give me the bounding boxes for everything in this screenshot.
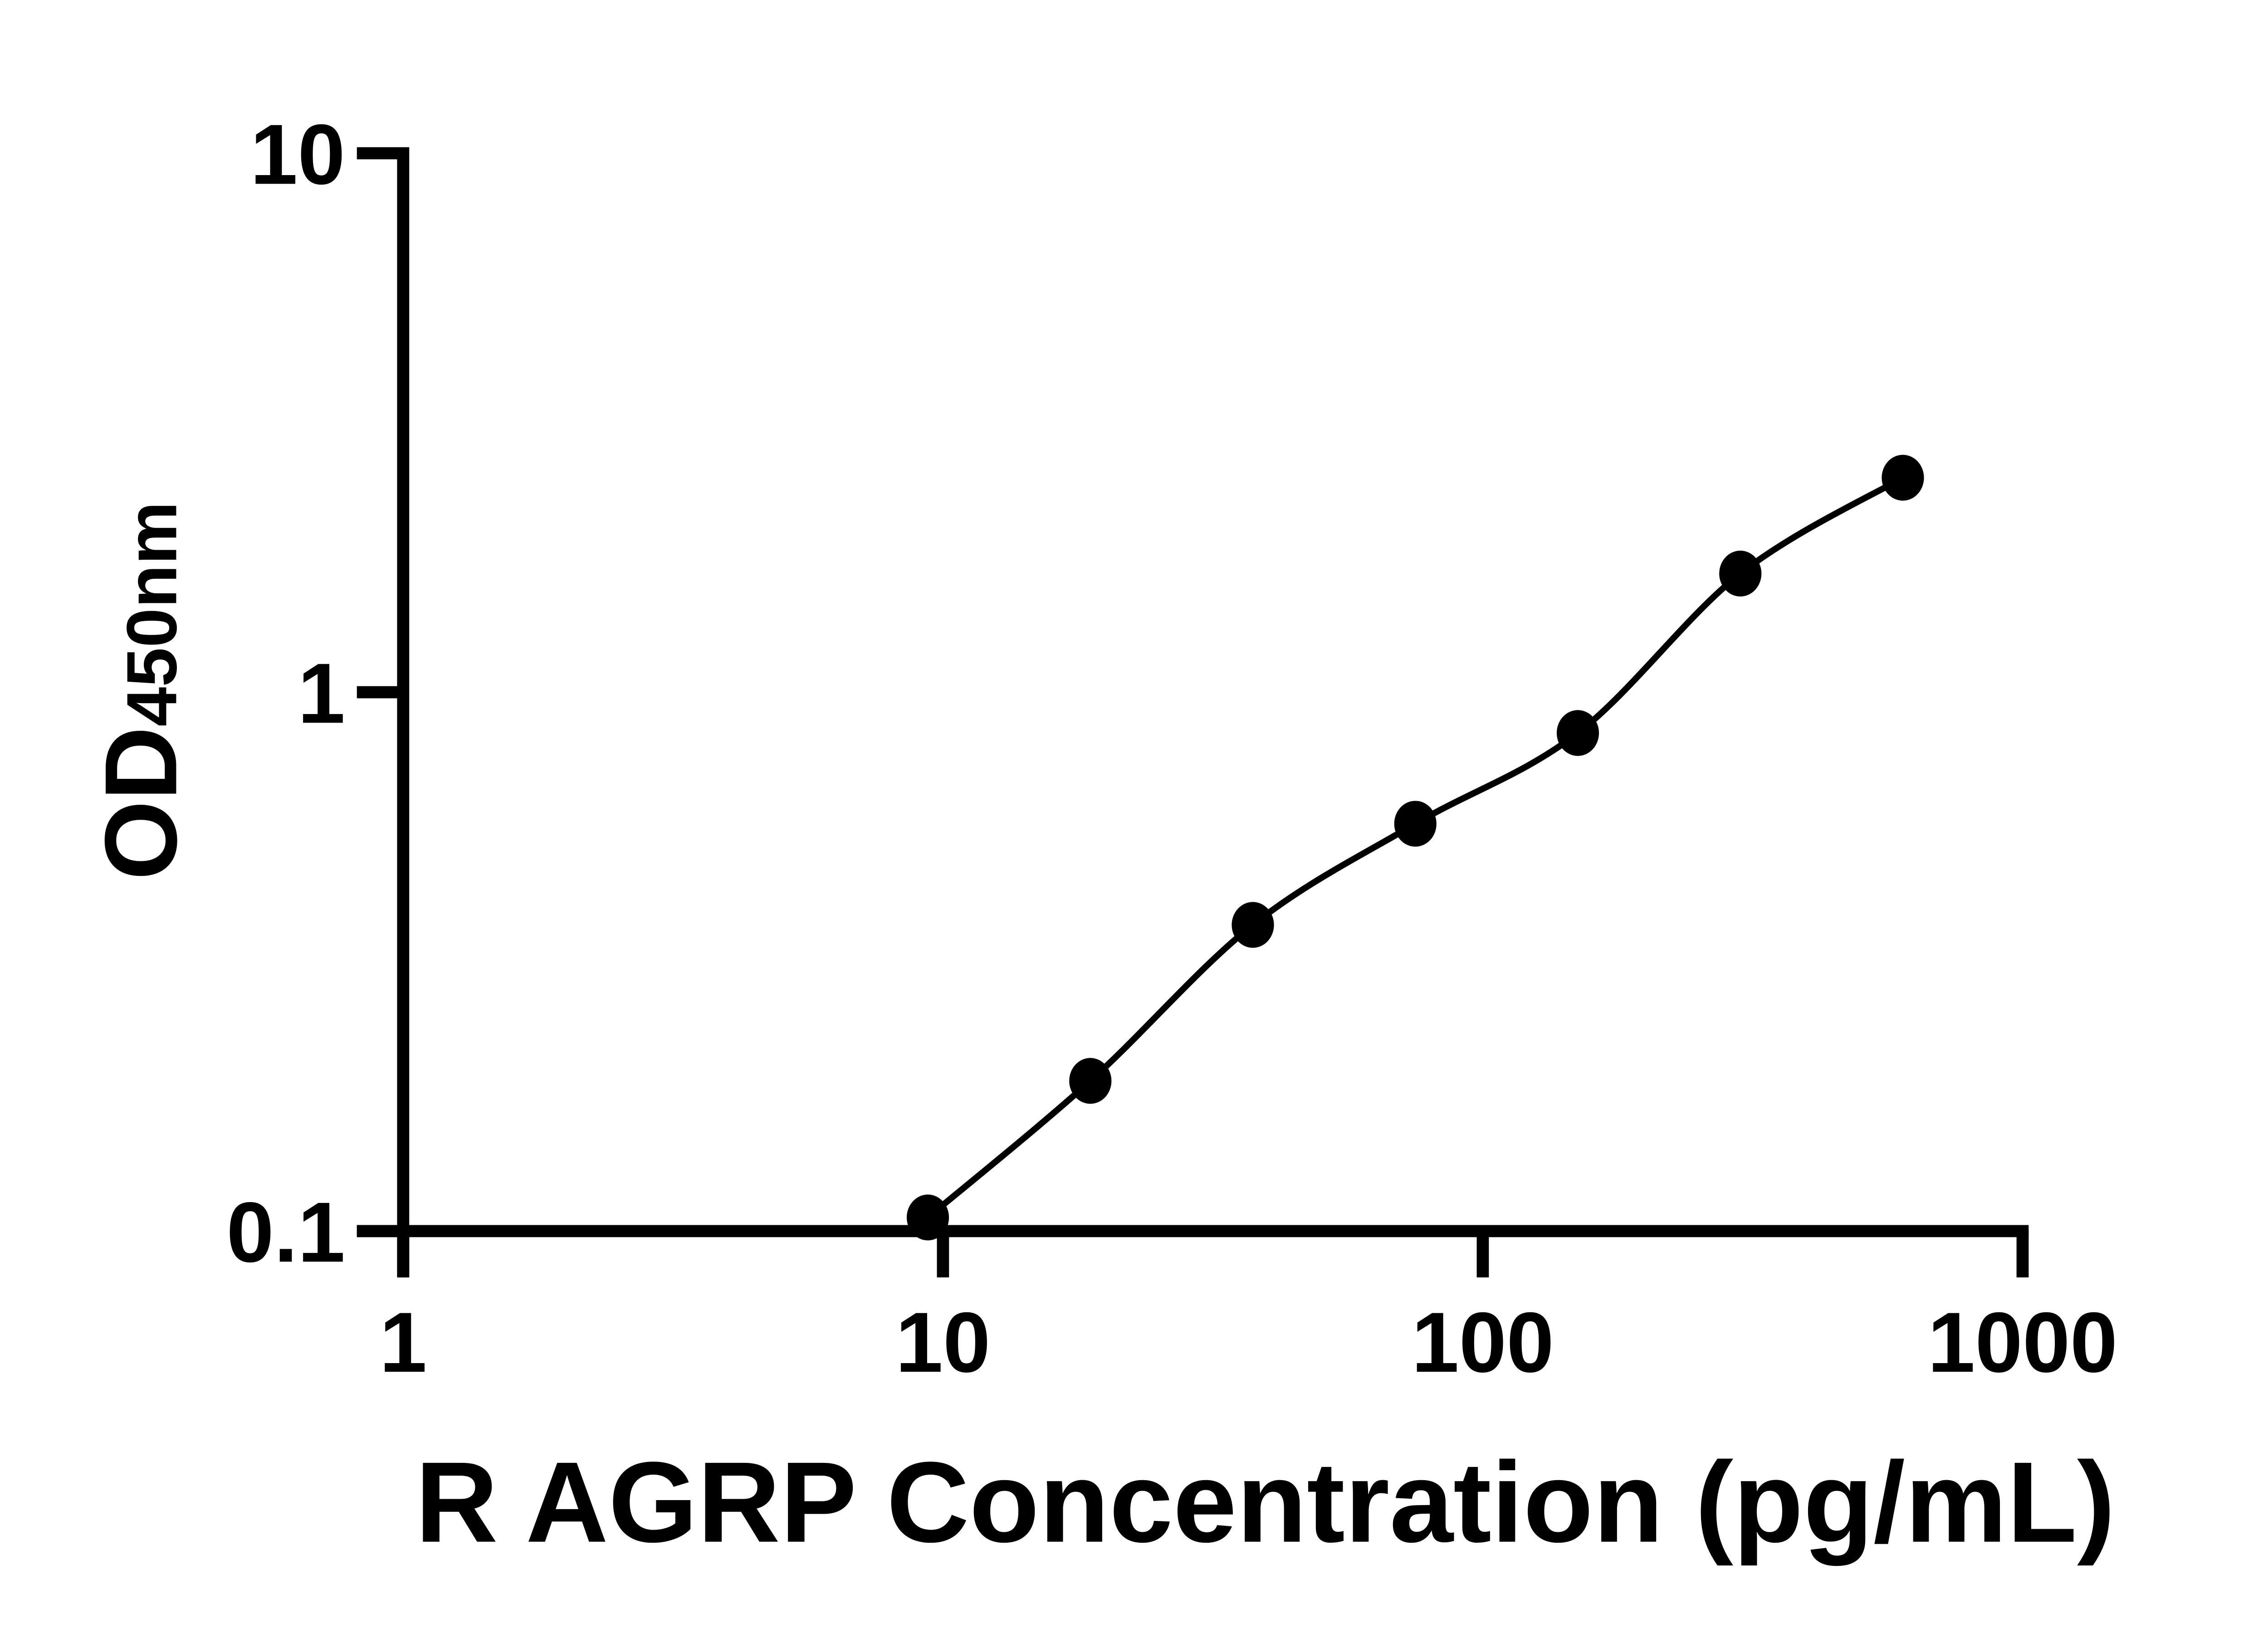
data-point bbox=[1556, 710, 1599, 756]
y-tick-label: 10 bbox=[250, 107, 345, 202]
plot-area: 1 10 100 1000 10 1 0.1 bbox=[226, 107, 2117, 1390]
y-axis-title-subscript: 450nm bbox=[112, 502, 191, 727]
y-axis-title: OD450nm bbox=[83, 502, 198, 880]
y-tick-label: 1 bbox=[298, 645, 345, 741]
data-point bbox=[1719, 550, 1762, 596]
x-tick-label: 10 bbox=[895, 1295, 990, 1390]
fit-curve bbox=[926, 475, 1905, 1220]
data-point bbox=[906, 1194, 949, 1241]
data-point bbox=[1394, 801, 1437, 847]
x-axis-title: R AGRP Concentration (pg/mL) bbox=[415, 1438, 2116, 1566]
y-tick-label: 0.1 bbox=[226, 1184, 345, 1280]
x-tick-label: 1000 bbox=[1928, 1295, 2118, 1390]
x-tick-label: 100 bbox=[1412, 1295, 1554, 1390]
x-tick-label: 1 bbox=[379, 1295, 427, 1390]
data-point bbox=[1232, 902, 1274, 948]
data-point bbox=[1069, 1058, 1112, 1104]
y-axis-title-main: OD bbox=[83, 727, 198, 880]
data-point bbox=[1882, 455, 1924, 501]
